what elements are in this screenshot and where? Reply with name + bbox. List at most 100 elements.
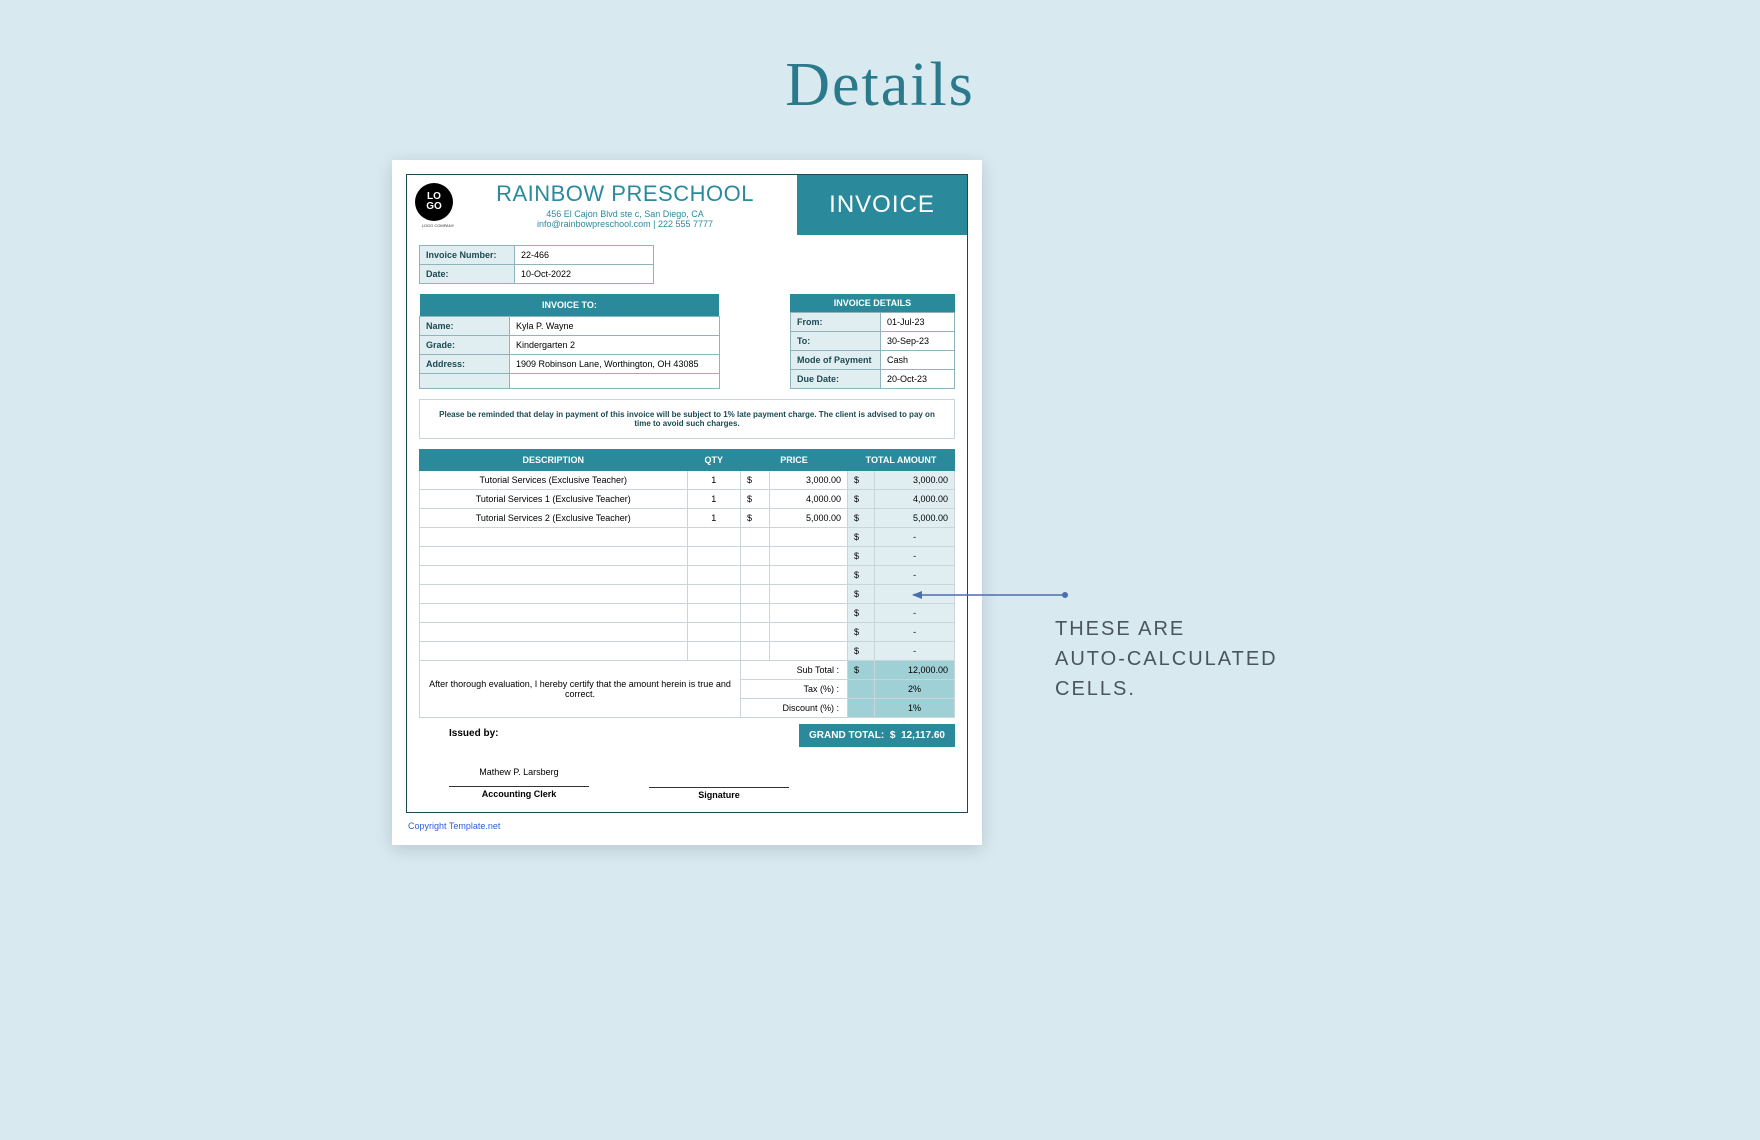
cell-empty — [741, 623, 770, 642]
address-label: Address: — [420, 355, 510, 374]
cell-total: 4,000.00 — [875, 490, 955, 509]
doc-type-badge: INVOICE — [797, 175, 967, 235]
summary-label: Discount (%) : — [741, 699, 848, 718]
cell-price: 4,000.00 — [770, 490, 848, 509]
callout-text: THESE ARE AUTO-CALCULATED CELLS. — [1055, 614, 1278, 704]
cell-empty — [687, 642, 741, 661]
cell-empty — [770, 547, 848, 566]
grand-total-bar: GRAND TOTAL: $ 12,117.60 — [799, 724, 955, 747]
line-items-table: DESCRIPTION QTY PRICE TOTAL AMOUNT Tutor… — [419, 449, 955, 718]
summary-value: 2% — [875, 680, 955, 699]
cell-qty: 1 — [687, 490, 741, 509]
page-title: Details — [0, 0, 1760, 121]
table-row-empty: $- — [420, 547, 955, 566]
callout-line-1: THESE ARE — [1055, 614, 1278, 644]
issuer-column: Mathew P. Larsberg Accounting Clerk — [449, 767, 589, 800]
logo-text-bottom: GO — [426, 202, 442, 212]
cell-empty — [687, 547, 741, 566]
invoice-document: LO GO LOGO COMPANY RAINBOW PRESCHOOL 456… — [406, 174, 968, 813]
cell-desc: Tutorial Services (Exclusive Teacher) — [420, 471, 688, 490]
summary-value: 1% — [875, 699, 955, 718]
cell-total-curr: $ — [848, 566, 875, 585]
logo-block: LO GO LOGO COMPANY — [415, 183, 461, 228]
cell-qty: 1 — [687, 471, 741, 490]
name-value: Kyla P. Wayne — [510, 317, 720, 336]
summary-curr: $ — [848, 661, 875, 680]
cell-total-curr: $ — [848, 509, 875, 528]
grand-total-currency: $ — [890, 730, 896, 741]
cell-empty — [420, 528, 688, 547]
cell-total-dash: - — [875, 566, 955, 585]
from-label: From: — [790, 313, 880, 332]
cell-total-dash: - — [875, 547, 955, 566]
meta-table: Invoice Number: 22-466 Date: 10-Oct-2022 — [419, 245, 654, 284]
table-row-empty: $- — [420, 566, 955, 585]
table-row-empty: $- — [420, 604, 955, 623]
document-card: LO GO LOGO COMPANY RAINBOW PRESCHOOL 456… — [392, 160, 982, 845]
cell-desc: Tutorial Services 2 (Exclusive Teacher) — [420, 509, 688, 528]
due-value: 20-Oct-23 — [880, 370, 954, 389]
cell-total-dash: - — [875, 642, 955, 661]
grand-total-label: GRAND TOTAL: — [809, 730, 884, 741]
cell-empty — [770, 604, 848, 623]
signature-label: Signature — [649, 790, 789, 800]
cell-total-curr: $ — [848, 547, 875, 566]
cell-price: 5,000.00 — [770, 509, 848, 528]
header-left: LO GO LOGO COMPANY RAINBOW PRESCHOOL 456… — [407, 175, 797, 235]
cell-empty — [420, 623, 688, 642]
callout-line-2: AUTO-CALCULATED — [1055, 644, 1278, 674]
table-row-empty: $- — [420, 642, 955, 661]
invoice-body: Invoice Number: 22-466 Date: 10-Oct-2022… — [407, 235, 967, 812]
summary-row: After thorough evaluation, I hereby cert… — [420, 661, 955, 680]
cell-empty — [770, 623, 848, 642]
col-total: TOTAL AMOUNT — [848, 450, 955, 471]
table-row: Tutorial Services 1 (Exclusive Teacher)1… — [420, 490, 955, 509]
table-row-empty: $- — [420, 585, 955, 604]
logo-text-top: LO — [427, 192, 441, 202]
cell-total-curr: $ — [848, 490, 875, 509]
due-label: Due Date: — [790, 370, 880, 389]
invoice-to-table: INVOICE TO: Name:Kyla P. Wayne Grade:Kin… — [419, 294, 720, 389]
cell-desc: Tutorial Services 1 (Exclusive Teacher) — [420, 490, 688, 509]
invoice-number-value: 22-466 — [515, 246, 654, 265]
mop-label: Mode of Payment — [790, 351, 880, 370]
cell-empty — [741, 585, 770, 604]
summary-curr — [848, 680, 875, 699]
table-row-empty: $- — [420, 528, 955, 547]
issued-by-label: Issued by: — [449, 728, 789, 739]
cell-total-curr: $ — [848, 528, 875, 547]
callout-arrow-icon — [910, 585, 1070, 605]
certification-text: After thorough evaluation, I hereby cert… — [420, 661, 741, 718]
cell-total-curr: $ — [848, 471, 875, 490]
summary-curr — [848, 699, 875, 718]
cell-total-dash: - — [875, 623, 955, 642]
invoice-header: LO GO LOGO COMPANY RAINBOW PRESCHOOL 456… — [407, 175, 967, 235]
table-row: Tutorial Services 2 (Exclusive Teacher)1… — [420, 509, 955, 528]
cell-empty — [420, 585, 688, 604]
school-address: 456 El Cajon Blvd ste c, San Diego, CA — [461, 209, 789, 219]
empty-value — [510, 374, 720, 389]
cell-empty — [420, 642, 688, 661]
cell-empty — [741, 642, 770, 661]
payment-notice: Please be reminded that delay in payment… — [419, 399, 955, 439]
cell-total-dash: - — [875, 528, 955, 547]
cell-price-curr: $ — [741, 471, 770, 490]
issuer-role: Accounting Clerk — [449, 789, 589, 799]
invoice-to-heading: INVOICE TO: — [420, 294, 720, 317]
name-label: Name: — [420, 317, 510, 336]
issuer-name: Mathew P. Larsberg — [449, 767, 589, 779]
to-value: 30-Sep-23 — [880, 332, 954, 351]
issued-block: Issued by: Mathew P. Larsberg Accounting… — [419, 724, 799, 800]
cell-empty — [770, 585, 848, 604]
cell-empty — [687, 566, 741, 585]
bottom-area: Issued by: Mathew P. Larsberg Accounting… — [419, 724, 955, 800]
issuer-sig-line — [449, 786, 589, 787]
cell-total-curr: $ — [848, 604, 875, 623]
cell-price: 3,000.00 — [770, 471, 848, 490]
mop-value: Cash — [880, 351, 954, 370]
cell-total-curr: $ — [848, 623, 875, 642]
summary-label: Sub Total : — [741, 661, 848, 680]
cell-empty — [687, 604, 741, 623]
copyright-link[interactable]: Copyright Template.net — [406, 821, 968, 831]
cell-empty — [741, 528, 770, 547]
